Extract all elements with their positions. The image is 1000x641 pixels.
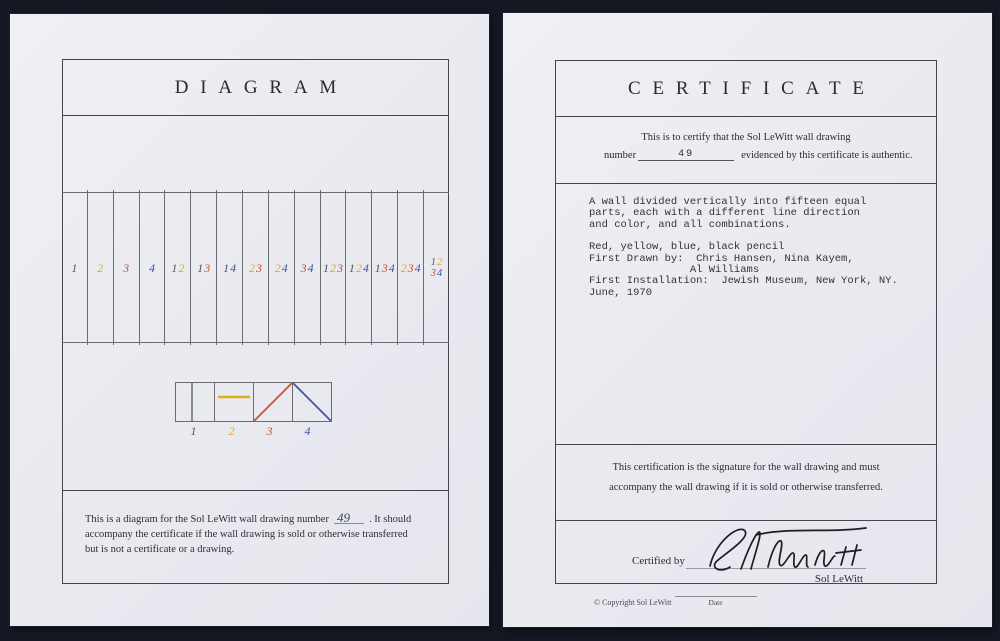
- strip-column: 4: [140, 190, 166, 345]
- legend-label-2: 2: [228, 424, 235, 438]
- signature-section: Certified by Sol LeWitt © Copyright Sol …: [556, 521, 936, 607]
- work-description-section: A wall divided vertically into fifteen e…: [556, 184, 936, 445]
- certificate-title-text: CERTIFICATE: [628, 77, 876, 99]
- certify-line-1: This is to certify that the Sol LeWitt w…: [641, 132, 851, 143]
- drawing-number-handwritten: 49: [333, 511, 364, 524]
- line-type-legend-labels: 1 2 3 4: [175, 424, 327, 439]
- diagram-title-text: DIAGRAM: [174, 76, 348, 98]
- certificate-page: CERTIFICATE This is to certify that the …: [503, 13, 992, 627]
- certify-section: This is to certify that the Sol LeWitt w…: [556, 117, 936, 184]
- footer-line1-post: . It should: [368, 514, 412, 525]
- certify-line-2: number 49 evidenced by this certificate …: [604, 149, 936, 161]
- date-label: Date: [708, 598, 723, 607]
- legend-square-1: [175, 382, 215, 422]
- work-details: Red, yellow, blue, black pencil First Dr…: [589, 241, 898, 299]
- certificate-frame: CERTIFICATE This is to certify that the …: [555, 60, 937, 607]
- copyright-text: © Copyright Sol LeWitt: [594, 598, 672, 607]
- diagram-title: DIAGRAM: [63, 60, 448, 116]
- legend-square-3: [253, 382, 293, 422]
- signature-line: [686, 568, 866, 569]
- date-blank-line: [674, 587, 757, 597]
- strip-column: 2: [88, 190, 114, 345]
- statement-line-2: accompany the wall drawing if it is sold…: [609, 482, 883, 493]
- legend-square-2: [214, 382, 254, 422]
- legend-label-3: 3: [266, 424, 273, 438]
- strip-top-line: [62, 192, 449, 193]
- line-type-legend: [175, 382, 332, 422]
- footer-line-2: accompany the certificate if the wall dr…: [85, 529, 408, 540]
- legend-label-1: 1: [190, 424, 197, 438]
- date-field: Date: [674, 587, 757, 607]
- footer-line-3: but is not a certificate or a drawing.: [85, 544, 235, 555]
- copyright-line: © Copyright Sol LeWitt Date: [594, 587, 757, 607]
- certification-statement: This certification is the signature for …: [556, 445, 936, 521]
- certified-by-label: Certified by: [632, 555, 685, 567]
- strip-column: 3: [114, 190, 140, 345]
- certificate-title: CERTIFICATE: [556, 61, 936, 117]
- signer-printed-name: Sol LeWitt: [814, 573, 863, 585]
- strip-column: 1: [62, 190, 88, 345]
- work-description: A wall divided vertically into fifteen e…: [589, 196, 867, 231]
- diagram-footer-text: This is a diagram for the Sol LeWitt wal…: [63, 490, 448, 583]
- legend-label-4: 4: [304, 424, 311, 438]
- legend-square-4: [292, 382, 332, 422]
- drawing-number-field: 49: [638, 149, 735, 161]
- sol-lewitt-signature: [709, 527, 867, 571]
- footer-line-1: This is a diagram for the Sol LeWitt wal…: [85, 511, 432, 527]
- statement-line-1: This certification is the signature for …: [612, 462, 880, 473]
- number-label: number: [604, 150, 637, 161]
- footer-line1-pre: This is a diagram for the Sol LeWitt wal…: [85, 514, 329, 525]
- certify-line-2-tail: evidenced by this certificate is authent…: [741, 150, 913, 161]
- strip-bottom-line: [62, 342, 449, 343]
